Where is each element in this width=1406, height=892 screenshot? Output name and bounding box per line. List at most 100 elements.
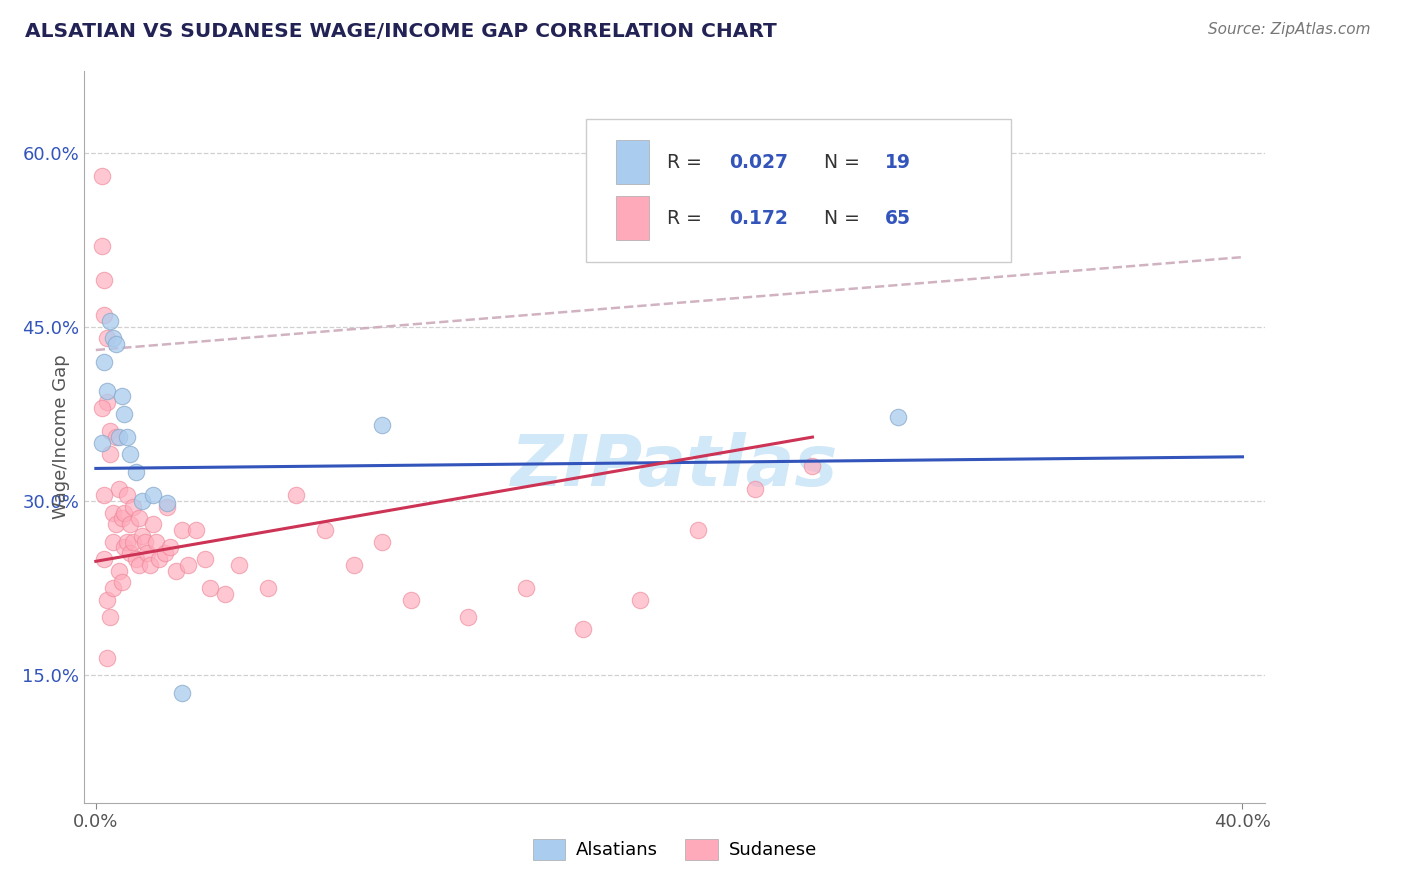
Point	[120, 546, 142, 560]
Point	[399, 592, 422, 607]
Point	[93, 273, 115, 287]
Point	[228, 558, 250, 572]
Text: 65: 65	[886, 209, 911, 227]
Point	[128, 558, 150, 572]
Point	[156, 500, 179, 514]
Point	[457, 610, 479, 624]
Point	[111, 389, 134, 403]
Point	[153, 546, 176, 560]
Point	[90, 238, 112, 252]
Point	[114, 407, 136, 421]
Point	[107, 430, 129, 444]
Point	[156, 496, 179, 510]
Point	[90, 814, 112, 828]
Point	[686, 523, 709, 537]
Point	[256, 581, 278, 595]
Y-axis label: Wage/Income Gap: Wage/Income Gap	[52, 355, 70, 519]
Point	[186, 523, 208, 537]
Bar	[616, 196, 650, 240]
Point	[96, 395, 118, 409]
Text: N =: N =	[824, 209, 866, 227]
Point	[117, 430, 139, 444]
Point	[120, 517, 142, 532]
Point	[93, 552, 115, 566]
Point	[136, 546, 159, 560]
Point	[134, 534, 156, 549]
Point	[90, 401, 112, 415]
Text: 19: 19	[886, 153, 911, 171]
Point	[371, 418, 394, 433]
Point	[93, 308, 115, 322]
Point	[744, 483, 766, 497]
Point	[93, 488, 115, 502]
Bar	[616, 140, 650, 184]
Point	[104, 430, 127, 444]
Point	[96, 592, 118, 607]
Point	[214, 587, 236, 601]
Point	[887, 410, 910, 425]
Point	[343, 558, 366, 572]
Point	[170, 523, 193, 537]
Point	[165, 564, 187, 578]
Point	[107, 483, 129, 497]
Point	[128, 511, 150, 525]
Point	[96, 384, 118, 398]
Point	[148, 552, 170, 566]
Point	[125, 552, 148, 566]
Point	[114, 541, 136, 555]
Point	[572, 622, 595, 636]
Text: ALSATIAN VS SUDANESE WAGE/INCOME GAP CORRELATION CHART: ALSATIAN VS SUDANESE WAGE/INCOME GAP COR…	[25, 22, 778, 41]
Point	[122, 534, 145, 549]
Point	[98, 448, 121, 462]
Point	[285, 488, 308, 502]
Point	[120, 448, 142, 462]
Point	[515, 581, 537, 595]
Point	[98, 314, 121, 328]
Point	[111, 575, 134, 590]
Text: 0.172: 0.172	[730, 209, 789, 227]
Point	[104, 337, 127, 351]
Point	[145, 534, 167, 549]
Point	[630, 592, 652, 607]
Point	[111, 511, 134, 525]
Point	[170, 685, 193, 699]
Point	[131, 529, 153, 543]
Point	[117, 534, 139, 549]
Point	[194, 552, 217, 566]
Point	[200, 581, 222, 595]
Point	[104, 517, 127, 532]
Point	[90, 169, 112, 183]
Point	[107, 564, 129, 578]
Text: R =: R =	[666, 153, 707, 171]
Point	[122, 500, 145, 514]
Point	[142, 488, 165, 502]
Point	[117, 488, 139, 502]
Point	[101, 331, 124, 345]
Point	[101, 534, 124, 549]
Legend: Alsatians, Sudanese: Alsatians, Sudanese	[526, 831, 824, 867]
Point	[131, 494, 153, 508]
Text: N =: N =	[824, 153, 866, 171]
Point	[176, 558, 198, 572]
Point	[96, 331, 118, 345]
Point	[314, 523, 336, 537]
Point	[801, 459, 824, 474]
Text: ZIPatlas: ZIPatlas	[512, 432, 838, 500]
Point	[125, 465, 148, 479]
Point	[101, 506, 124, 520]
Point	[90, 436, 112, 450]
Point	[96, 650, 118, 665]
Point	[114, 506, 136, 520]
Text: 0.027: 0.027	[730, 153, 789, 171]
Point	[93, 354, 115, 368]
Point	[371, 534, 394, 549]
Point	[139, 558, 162, 572]
Point	[142, 517, 165, 532]
Point	[101, 581, 124, 595]
Text: Source: ZipAtlas.com: Source: ZipAtlas.com	[1208, 22, 1371, 37]
FancyBboxPatch shape	[586, 119, 1011, 261]
Text: R =: R =	[666, 209, 707, 227]
Point	[98, 424, 121, 438]
Point	[159, 541, 181, 555]
Point	[98, 610, 121, 624]
